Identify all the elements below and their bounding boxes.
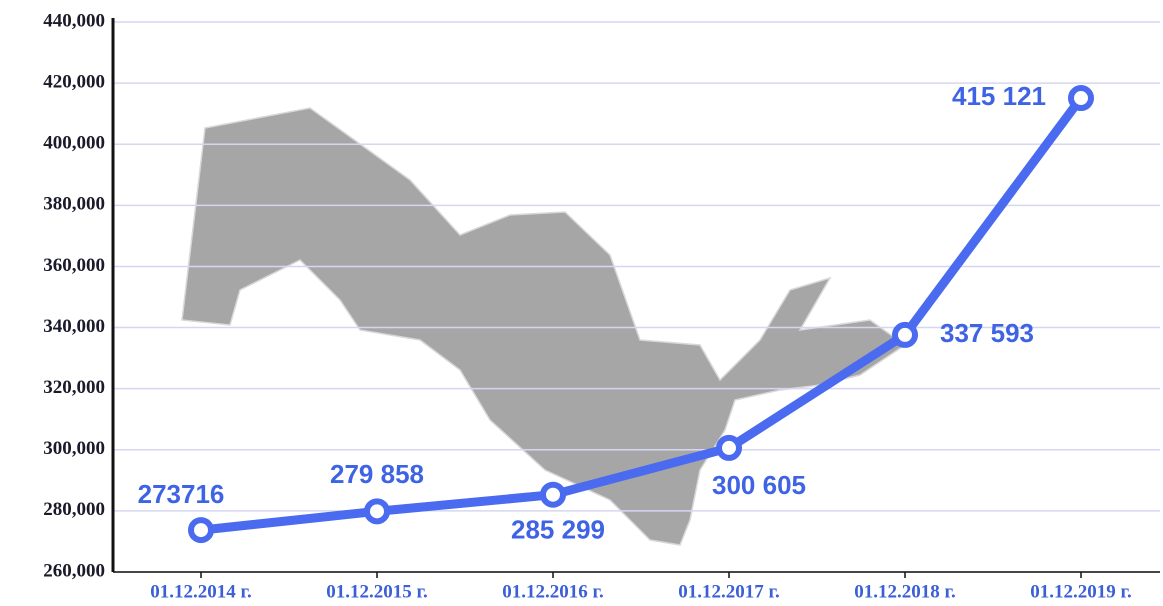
marker [540, 481, 566, 508]
x-tick-label: 01.12.2018 г. [854, 581, 956, 602]
marker [188, 517, 214, 544]
y-tick-label: 440,000 [43, 10, 105, 31]
y-tick-label: 400,000 [43, 133, 105, 154]
y-tick-label: 340,000 [43, 316, 105, 337]
data-label: 300 605 [712, 470, 806, 500]
marker [716, 434, 742, 461]
x-tick-label: 01.12.2016 г. [502, 581, 604, 602]
data-label: 415 121 [952, 81, 1046, 111]
data-label: 279 858 [330, 459, 424, 489]
marker [364, 498, 390, 525]
x-tick-label: 01.12.2014 г. [150, 581, 252, 602]
marker [1068, 85, 1094, 112]
x-tick-label: 01.12.2015 г. [326, 581, 428, 602]
y-tick-label: 320,000 [43, 377, 105, 398]
data-label: 273716 [138, 479, 225, 509]
y-tick-label: 300,000 [43, 438, 105, 459]
marker [892, 321, 918, 348]
map-background [181, 107, 907, 546]
y-tick-label: 420,000 [43, 71, 105, 92]
y-tick-label: 280,000 [43, 499, 105, 520]
y-tick-label: 360,000 [43, 255, 105, 276]
y-tick-label: 380,000 [43, 194, 105, 215]
y-tick-label: 260,000 [43, 560, 105, 581]
data-label: 285 299 [511, 515, 605, 545]
x-tick-label: 01.12.2017 г. [678, 581, 780, 602]
line [200, 95, 1085, 535]
x-tick-label: 01.12.2019 г. [1030, 581, 1132, 602]
data-label: 337 593 [940, 318, 1034, 348]
